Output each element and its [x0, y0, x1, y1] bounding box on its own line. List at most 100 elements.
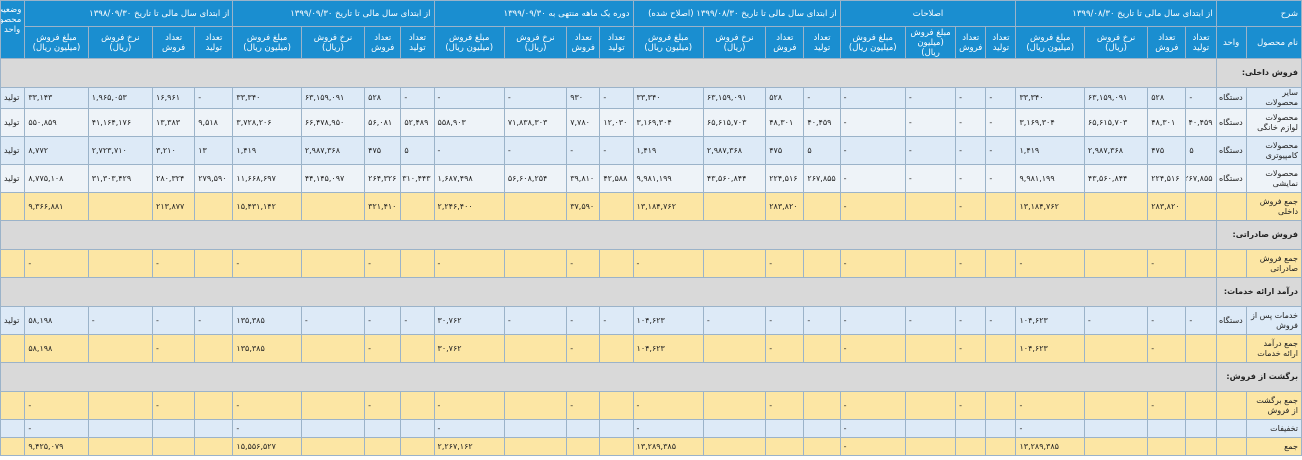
- value-cell: [985, 437, 1017, 456]
- value-cell: ۳۳,۳۴۰: [632, 87, 704, 109]
- value-cell: -: [599, 306, 634, 335]
- value-cell: [702, 391, 767, 420]
- header-production-count: تعداد تولید: [599, 26, 634, 59]
- value-cell: ۹,۹۸۱,۱۹۹: [632, 164, 704, 193]
- header-product-name: نام محصول: [1245, 26, 1302, 59]
- value-cell: -: [955, 391, 987, 420]
- value-cell: ۳,۱۶۹,۳۰۴: [1015, 108, 1085, 137]
- value-cell: [503, 334, 568, 363]
- value-cell: ۳,۱۶۹,۳۰۴: [632, 108, 704, 137]
- value-cell: -: [599, 136, 634, 165]
- value-cell: ۲۱۳,۸۷۷: [152, 192, 196, 221]
- value-cell: [364, 437, 402, 456]
- value-cell: -: [152, 306, 196, 335]
- value-cell: [1083, 334, 1149, 363]
- status-cell: تولید: [0, 87, 26, 109]
- value-cell: -: [904, 87, 957, 109]
- value-cell: ۱۳,۳۸۳: [152, 108, 196, 137]
- header-sales-count: تعداد فروش: [364, 26, 402, 59]
- value-cell: ۱,۴۱۹: [632, 136, 704, 165]
- product-name-cell: محصولات کامپیوتری: [1245, 136, 1302, 165]
- header-status: وضعیت محصول-واحد: [0, 0, 26, 59]
- section-title: فروش صادراتی:: [1215, 220, 1302, 250]
- value-cell: [1185, 192, 1217, 221]
- status-cell: [0, 334, 26, 363]
- header-group-6: از ابتدای سال مالی تا تاریخ ۱۳۹۸/۰۹/۳۰: [24, 0, 234, 27]
- product-name-cell: خدمات پس از فروش: [1245, 306, 1302, 335]
- value-cell: ۲۲۴,۵۱۶: [1147, 164, 1187, 193]
- section-filler: [0, 277, 1217, 307]
- value-cell: ۱۳,۲۸۹,۳۸۵: [632, 437, 704, 456]
- value-cell: [1185, 249, 1217, 278]
- value-cell: -: [87, 306, 154, 335]
- value-cell: ۵۸,۱۹۸: [24, 306, 89, 335]
- value-cell: [904, 249, 957, 278]
- value-cell: -: [300, 306, 366, 335]
- product-name-cell: محصولات نمایشی: [1245, 164, 1302, 193]
- header-sales-count: تعداد فروش: [566, 26, 601, 59]
- value-cell: [985, 249, 1017, 278]
- value-cell: ۱۳: [194, 136, 234, 165]
- section-row: فروش داخلی:: [0, 58, 1302, 88]
- value-cell: -: [955, 108, 987, 137]
- value-cell: [1083, 391, 1149, 420]
- value-cell: -: [566, 391, 601, 420]
- status-cell: [0, 391, 26, 420]
- value-cell: ۵۸,۱۹۸: [24, 334, 89, 363]
- total-row: جمع فروش صادراتی - - - - - - - - - - - -: [0, 249, 1302, 278]
- product-name-cell: جمع فروش داخلی: [1245, 192, 1302, 221]
- value-cell: -: [839, 87, 906, 109]
- value-cell: -: [985, 164, 1017, 193]
- unit-cell: [1215, 249, 1247, 278]
- header-row-columns: نام محصول واحد تعداد تولید تعداد فروش نر…: [1, 26, 1302, 59]
- value-cell: ۱,۴۱۹: [232, 136, 302, 165]
- value-cell: ۶۳,۱۵۹,۰۹۱: [1083, 87, 1149, 109]
- value-cell: -: [839, 391, 906, 420]
- value-cell: [87, 249, 154, 278]
- value-cell: ۷,۷۸۰: [566, 108, 601, 137]
- header-unit: واحد: [1215, 26, 1247, 59]
- value-cell: [194, 334, 234, 363]
- header-sharh: شرح: [1215, 0, 1302, 27]
- header-group-1: از ابتدای سال مالی تا تاریخ ۱۳۹۹/۰۸/۳۰: [1015, 0, 1217, 27]
- value-cell: -: [765, 249, 805, 278]
- value-cell: -: [232, 419, 302, 438]
- value-cell: -: [904, 306, 957, 335]
- header-sales-amount: مبلغ فروش (میلیون ریال): [24, 26, 89, 59]
- status-cell: [0, 192, 26, 221]
- value-cell: ۲۶۷,۸۵۵: [803, 164, 841, 193]
- value-cell: -: [904, 164, 957, 193]
- value-cell: [702, 437, 767, 456]
- value-cell: [702, 249, 767, 278]
- unit-cell: دستگاه: [1215, 306, 1247, 335]
- header-group-2: اصلاحات: [839, 0, 1017, 27]
- header-sales-amount: مبلغ فروش (میلیون ریال): [232, 26, 302, 59]
- value-cell: -: [955, 192, 987, 221]
- section-title: فروش داخلی:: [1215, 58, 1302, 88]
- value-cell: ۱۳,۲۸۹,۳۸۵: [1015, 437, 1085, 456]
- value-cell: -: [839, 306, 906, 335]
- value-cell: [599, 334, 634, 363]
- value-cell: ۵: [803, 136, 841, 165]
- value-cell: -: [566, 306, 601, 335]
- header-group-5: از ابتدای سال مالی تا تاریخ ۱۳۹۹/۰۹/۳۰: [232, 0, 435, 27]
- value-cell: ۳۱۰,۴۴۳: [400, 164, 435, 193]
- value-cell: [803, 391, 841, 420]
- value-cell: [503, 419, 568, 438]
- status-cell: [0, 249, 26, 278]
- value-cell: -: [803, 306, 841, 335]
- value-cell: [400, 391, 435, 420]
- value-cell: [566, 419, 601, 438]
- value-cell: ۴۳,۵۶۰,۸۴۴: [1083, 164, 1149, 193]
- value-cell: ۸,۷۷۵,۱۰۸: [24, 164, 89, 193]
- value-cell: ۹,۵۱۸: [194, 108, 234, 137]
- value-cell: [300, 419, 366, 438]
- value-cell: -: [503, 136, 568, 165]
- value-cell: ۵: [400, 136, 435, 165]
- value-cell: -: [1015, 419, 1085, 438]
- value-cell: ۳,۷۲۸,۲۰۶: [232, 108, 302, 137]
- value-cell: [803, 419, 841, 438]
- value-cell: -: [839, 136, 906, 165]
- value-cell: [194, 192, 234, 221]
- value-cell: -: [839, 419, 906, 438]
